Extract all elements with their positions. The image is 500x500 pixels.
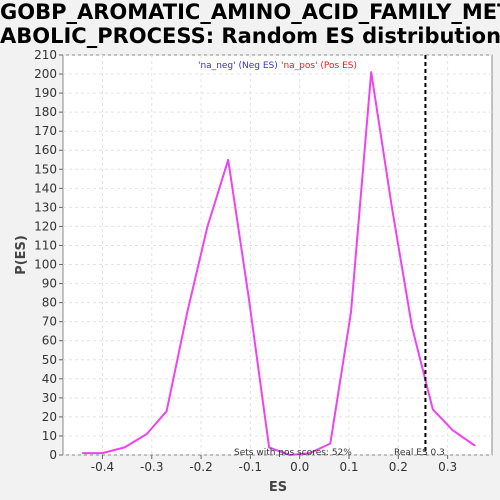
x-axis-label: ES (269, 480, 287, 495)
x-tick-label: 0.3 (438, 460, 457, 474)
data-point (451, 429, 454, 432)
data-point (289, 454, 291, 456)
data-point (123, 446, 126, 449)
x-tick-label: -0.3 (140, 460, 163, 474)
data-point (206, 225, 209, 228)
legend-pos-es: 'na_pos' (Pos ES) (281, 61, 357, 71)
chart-title-line-2: ABOLIC_PROCESS: Random ES distribution (0, 24, 500, 48)
y-tick-label: 200 (34, 67, 57, 81)
data-point (146, 433, 148, 435)
y-tick-label: 70 (42, 315, 57, 329)
data-point (473, 444, 476, 447)
series-line-2 (82, 71, 476, 456)
data-point (268, 446, 270, 449)
data-point (227, 158, 229, 161)
pos-scores-annotation: Sets with pos scores: 52% (234, 448, 352, 458)
x-tick-label: 0.1 (339, 460, 358, 474)
data-point (101, 452, 104, 454)
x-tick-label: -0.2 (189, 460, 212, 474)
y-tick-label: 170 (34, 124, 57, 138)
data-point (308, 452, 311, 454)
y-tick-label: 180 (34, 105, 57, 119)
y-tick-label: 100 (34, 258, 57, 272)
plot-background (62, 54, 493, 456)
y-tick-label: 210 (34, 48, 57, 62)
y-tick-label: 30 (42, 391, 57, 405)
y-tick-label: 160 (34, 143, 57, 157)
y-tick-label: 80 (42, 296, 57, 310)
grid (63, 54, 492, 456)
y-axis: 0 10 20 30 40 50 60 70 80 90 100 110 120 130 140 150 160… (34, 48, 63, 462)
y-tick-label: 10 (42, 429, 57, 443)
data-point (186, 311, 189, 313)
x-tick-label: -0.4 (91, 460, 114, 474)
data-point (248, 298, 250, 300)
x-tick-label: 0.2 (389, 460, 408, 474)
data-point (165, 410, 168, 412)
y-tick-label: 60 (42, 334, 57, 348)
data-point (432, 408, 434, 411)
y-tick-label: 190 (34, 86, 57, 100)
y-tick-label: 130 (34, 200, 57, 214)
data-point (391, 206, 393, 209)
chart-title-line-1: GOBP_AROMATIC_AMINO_ACID_FAMILY_MET (0, 0, 500, 24)
data-point (329, 442, 332, 445)
data-point (411, 326, 413, 329)
y-tick-label: 90 (42, 277, 57, 291)
real-es-annotation: Real ES 0.3 (394, 448, 445, 458)
y-axis-label: P(ES) (14, 235, 29, 275)
data-point (350, 311, 352, 313)
data-point (370, 71, 372, 73)
y-tick-label: 150 (34, 162, 57, 176)
x-tick-label: -0.1 (239, 460, 262, 474)
y-tick-label: 50 (42, 353, 57, 367)
y-tick-label: 120 (34, 219, 57, 233)
legend-neg-es: 'na_neg' (Neg ES) (198, 61, 278, 71)
y-tick-label: 110 (34, 238, 57, 252)
x-axis: -0.4 -0.3 -0.2 -0.1 0.0 0.1 0.2 0.3 (91, 455, 457, 474)
data-point (81, 452, 84, 454)
y-tick-label: 140 (34, 181, 57, 195)
y-tick-label: 0 (49, 448, 57, 462)
y-tick-label: 20 (42, 410, 57, 424)
chart-title: GOBP_AROMATIC_AMINO_ACID_FAMILY_MET ABOL… (0, 0, 500, 48)
x-tick-label: 0.0 (290, 460, 309, 474)
y-tick-label: 40 (42, 372, 57, 386)
series-layer (81, 71, 476, 456)
